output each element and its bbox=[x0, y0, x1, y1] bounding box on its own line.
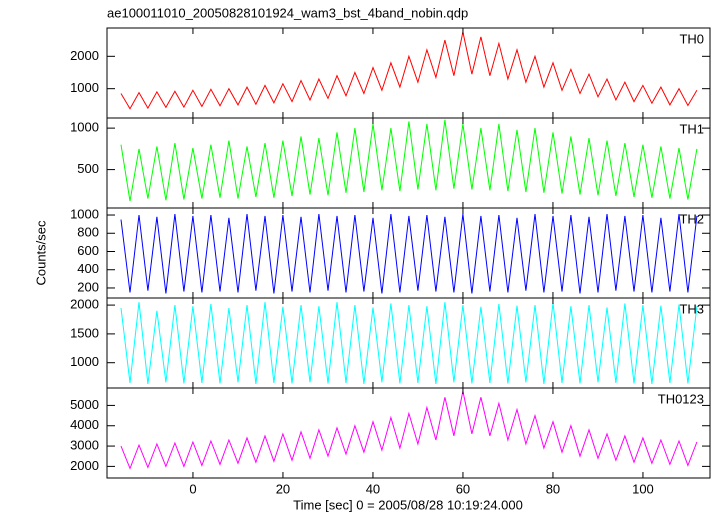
y-tick-label: 2000 bbox=[70, 48, 99, 63]
y-tick-label: 800 bbox=[77, 225, 99, 240]
y-tick-label: 1000 bbox=[70, 80, 99, 95]
y-tick-label: 200 bbox=[77, 279, 99, 294]
y-tick-label: 2000 bbox=[70, 297, 99, 312]
panel-label: TH1 bbox=[679, 121, 704, 136]
y-tick-label: 3000 bbox=[70, 438, 99, 453]
y-tick-label: 4000 bbox=[70, 417, 99, 432]
series-line bbox=[120, 31, 698, 110]
series-line bbox=[120, 391, 698, 470]
series-line bbox=[120, 302, 698, 385]
x-tick-label: 0 bbox=[189, 481, 196, 496]
y-tick-label: 600 bbox=[77, 243, 99, 258]
chart-title: ae100011010_20050828101924_wam3_bst_4ban… bbox=[107, 5, 468, 20]
series-line bbox=[120, 119, 698, 202]
x-tick-label: 100 bbox=[632, 481, 654, 496]
y-tick-label: 1500 bbox=[70, 325, 99, 340]
y-tick-label: 500 bbox=[77, 161, 99, 176]
y-tick-label: 5000 bbox=[70, 397, 99, 412]
panel-label: TH2 bbox=[679, 211, 704, 226]
panel-frame bbox=[106, 387, 711, 479]
panel-frame bbox=[106, 117, 711, 209]
x-tick-label: 60 bbox=[456, 481, 470, 496]
x-tick-label: 40 bbox=[366, 481, 380, 496]
panel-frame bbox=[106, 27, 711, 119]
y-axis-label: Counts/sec bbox=[33, 220, 48, 286]
y-tick-label: 1000 bbox=[70, 120, 99, 135]
panel-label: TH0 bbox=[679, 31, 704, 46]
y-tick-label: 400 bbox=[77, 261, 99, 276]
x-axis-label: Time [sec] 0 = 2005/08/28 10:19:24.000 bbox=[293, 497, 523, 512]
panel-label: TH0123 bbox=[658, 391, 704, 406]
y-tick-label: 2000 bbox=[70, 458, 99, 473]
panel-label: TH3 bbox=[679, 301, 704, 316]
series-line bbox=[120, 214, 698, 294]
x-tick-label: 20 bbox=[276, 481, 290, 496]
y-tick-label: 1000 bbox=[70, 206, 99, 221]
x-tick-label: 80 bbox=[546, 481, 560, 496]
y-tick-label: 1000 bbox=[70, 354, 99, 369]
